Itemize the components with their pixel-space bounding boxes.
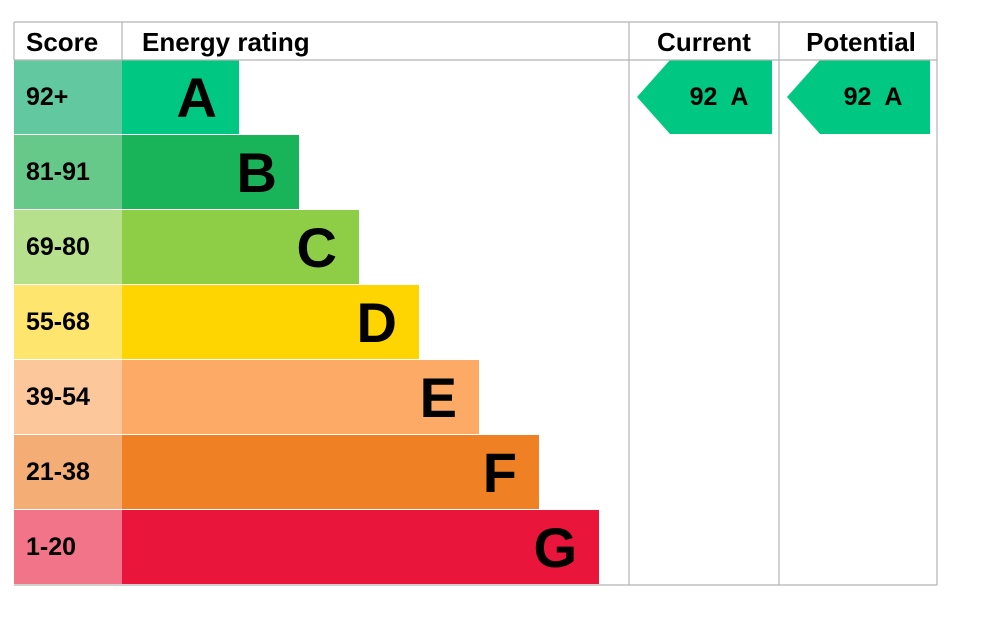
band-bar-f [122,435,539,509]
band-bar-g [122,510,599,584]
band-letter-c: C [297,216,337,279]
band-letter-f: F [483,441,517,504]
potential-header: Potential [806,27,916,57]
score-cell-b [14,135,122,209]
score-header: Score [26,27,98,57]
potential-arrow [787,60,930,134]
band-letter-d: D [357,291,397,354]
score-range-b: 81-91 [26,158,90,186]
score-cell-c [14,210,122,284]
energy-rating-header: Energy rating [142,27,310,57]
score-range-g: 1-20 [26,533,76,561]
score-range-c: 69-80 [26,233,90,261]
current-arrow [637,60,772,134]
score-range-a: 92+ [26,83,68,111]
score-cell-f [14,435,122,509]
score-cell-d [14,285,122,359]
band-bar-e [122,360,479,434]
score-range-d: 55-68 [26,308,90,336]
score-range-e: 39-54 [26,383,90,411]
band-bar-d [122,285,419,359]
band-bar-b [122,135,299,209]
current-rating-label: 92 A [690,83,749,111]
band-letter-a: A [177,66,217,129]
table-grid [13,21,938,586]
band-bar-a [122,60,239,134]
potential-rating-label: 92 A [844,83,903,111]
band-letter-g: G [533,516,577,579]
band-letter-b: B [237,141,277,204]
score-range-f: 21-38 [26,458,90,486]
score-cell-e [14,360,122,434]
score-cell-a [14,60,122,134]
score-cell-g [14,510,122,584]
current-header: Current [657,27,751,57]
band-letter-e: E [420,366,457,429]
band-bar-c [122,210,359,284]
